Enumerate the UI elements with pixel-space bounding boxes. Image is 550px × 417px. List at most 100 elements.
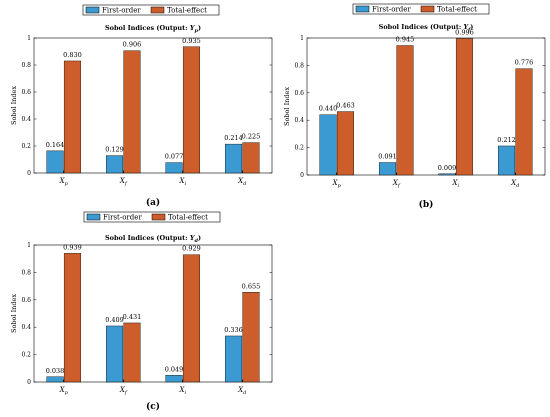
- legend-swatch-total-effect: [151, 213, 166, 221]
- bar-total-effect: [336, 111, 355, 176]
- data-label-first-order: 0.164: [46, 141, 65, 149]
- data-label-total-effect: 0.655: [242, 282, 261, 290]
- y-tick-label: 0.4: [21, 324, 31, 331]
- data-label-total-effect: 0.935: [182, 37, 201, 45]
- panel-label: (b): [419, 199, 434, 210]
- y-tick-label: 0: [27, 170, 31, 177]
- x-tick-label: Xp: [59, 177, 69, 187]
- chart-title: Sobol Indices (Output: Yd): [105, 234, 201, 244]
- legend-label-total-effect: Total-effect: [168, 214, 208, 222]
- legend-swatch-first-order: [355, 5, 370, 13]
- data-label-total-effect: 0.945: [396, 36, 415, 44]
- bar-total-effect: [123, 322, 141, 383]
- y-tick-label: 1: [300, 35, 304, 42]
- data-label-first-order: 0.409: [105, 316, 124, 324]
- y-tick-label: 0.6: [21, 89, 31, 96]
- data-label-first-order: 0.214: [224, 134, 243, 142]
- bar-total-effect: [63, 253, 82, 383]
- y-tick-label: 0.2: [294, 145, 304, 152]
- legend-label-first-order: First-order: [102, 7, 141, 15]
- y-tick-label: 0: [27, 379, 31, 386]
- legend-label-first-order: First-order: [372, 6, 411, 14]
- bar-first-order: [105, 325, 124, 383]
- y-tick-label: 0.2: [21, 352, 31, 359]
- plot-area: [306, 37, 546, 176]
- x-tick-label: Xd: [510, 179, 519, 189]
- y-tick-label: 0.8: [21, 62, 31, 69]
- panel-label: (c): [146, 401, 160, 412]
- data-label-first-order: 0.038: [46, 367, 65, 375]
- bar-first-order: [497, 145, 516, 176]
- bar-total-effect: [63, 60, 82, 174]
- x-tick-label: Xp: [332, 179, 342, 189]
- x-tick-label: Xi: [178, 386, 186, 396]
- bar-total-effect: [396, 45, 414, 176]
- y-axis-label: Sobol Index: [10, 294, 18, 333]
- legend: First-order Total-effect: [352, 3, 490, 15]
- data-label-first-order: 0.091: [378, 153, 397, 161]
- bar-total-effect: [123, 50, 141, 174]
- y-tick-label: 0.8: [294, 62, 304, 69]
- y-axis-label: Sobol Index: [10, 86, 18, 125]
- y-tick-label: 0: [300, 172, 304, 179]
- bar-total-effect: [515, 68, 533, 176]
- data-label-first-order: 0.009: [438, 164, 457, 172]
- x-tick-label: Xd: [237, 177, 246, 187]
- legend-swatch-first-order: [86, 213, 101, 221]
- data-label-total-effect: 0.906: [123, 41, 142, 49]
- legend-swatch-total-effect: [420, 5, 435, 13]
- x-tick-label: Xf: [392, 179, 401, 189]
- bar-first-order: [165, 162, 183, 174]
- x-tick-label: Xd: [237, 386, 246, 396]
- y-tick-label: 0.2: [21, 143, 31, 150]
- y-tick-label: 0.4: [294, 117, 304, 124]
- bar-first-order: [46, 150, 64, 174]
- bar-first-order: [165, 375, 183, 383]
- bar-total-effect: [182, 254, 201, 383]
- data-label-first-order: 0.049: [165, 365, 184, 373]
- chart-panel-a: First-order Total-effect Sobol Indices (Ou…: [10, 4, 273, 208]
- data-label-total-effect: 0.776: [515, 59, 534, 67]
- data-label-first-order: 0.129: [105, 146, 124, 154]
- legend-swatch-total-effect: [150, 6, 165, 14]
- bar-first-order: [319, 114, 337, 176]
- data-label-total-effect: 0.929: [182, 245, 201, 253]
- x-tick-label: Xi: [178, 177, 186, 187]
- chart-panel-c: First-order Total-effect Sobol Indices (Ou…: [10, 211, 273, 412]
- chart-panel-b: First-order Total-effect Sobol Indices (Ou…: [283, 3, 546, 210]
- bar-first-order: [438, 173, 456, 176]
- y-tick-label: 1: [27, 35, 31, 42]
- data-label-total-effect: 0.463: [336, 102, 355, 110]
- panel-label: (a): [146, 197, 160, 208]
- data-label-total-effect: 0.225: [242, 133, 261, 141]
- data-label-total-effect: 0.830: [63, 51, 82, 59]
- legend-label-total-effect: Total-effect: [437, 6, 477, 14]
- y-axis-label: Sobol Index: [283, 87, 291, 126]
- x-tick-label: Xf: [119, 386, 128, 396]
- x-tick-label: Xf: [119, 177, 128, 187]
- x-tick-label: Xi: [451, 179, 459, 189]
- legend-swatch-first-order: [85, 6, 100, 14]
- data-label-total-effect: 0.431: [123, 313, 142, 321]
- bar-first-order: [224, 335, 243, 383]
- bar-first-order: [224, 143, 243, 174]
- bar-total-effect: [182, 46, 201, 174]
- chart-title: Sobol Indices (Output: Yp): [105, 24, 201, 34]
- legend-label-first-order: First-order: [103, 214, 142, 222]
- y-tick-label: 0.6: [21, 297, 31, 304]
- bar-first-order: [105, 155, 124, 174]
- bar-first-order: [46, 376, 64, 383]
- data-label-first-order: 0.336: [224, 326, 243, 334]
- data-label-total-effect: 0.996: [455, 29, 474, 37]
- bar-total-effect: [455, 38, 474, 176]
- data-label-first-order: 0.440: [319, 105, 338, 113]
- chart-title: Sobol Indices (Output: Yf): [379, 23, 474, 33]
- data-label-total-effect: 0.939: [63, 243, 82, 251]
- bar-total-effect: [242, 142, 260, 174]
- y-tick-label: 0.6: [294, 90, 304, 97]
- bar-first-order: [378, 162, 397, 176]
- bar-total-effect: [242, 292, 260, 383]
- data-label-first-order: 0.077: [165, 153, 184, 161]
- data-label-first-order: 0.212: [497, 136, 516, 144]
